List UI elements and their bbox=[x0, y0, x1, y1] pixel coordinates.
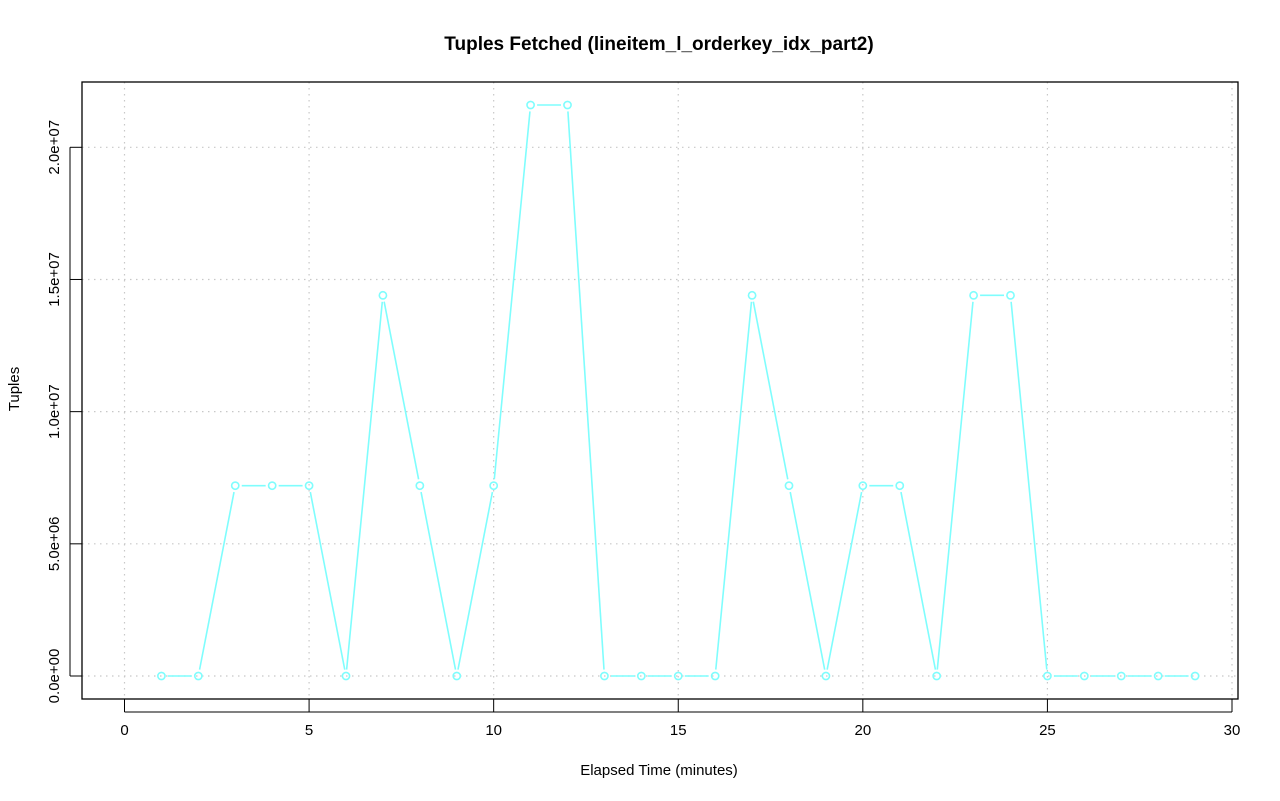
data-point bbox=[932, 671, 942, 681]
data-point bbox=[821, 671, 831, 681]
data-point bbox=[895, 481, 905, 491]
y-tick-label: 2.0e+07 bbox=[46, 120, 63, 175]
series-line-segment bbox=[383, 301, 420, 480]
series-line-segment bbox=[198, 491, 235, 670]
series-line-segment bbox=[567, 111, 605, 670]
series-line-segment bbox=[936, 301, 974, 670]
data-point bbox=[341, 671, 351, 681]
data-series bbox=[157, 100, 1200, 681]
x-axis: 0 5 10 15 20 25 30 bbox=[120, 699, 1240, 739]
data-point bbox=[157, 671, 166, 681]
x-tick-label: 25 bbox=[1039, 722, 1056, 739]
data-point bbox=[489, 481, 499, 491]
data-point bbox=[784, 481, 794, 491]
data-point bbox=[1153, 671, 1163, 681]
data-point bbox=[1116, 671, 1126, 681]
data-point bbox=[378, 290, 388, 300]
series-line-segment bbox=[752, 301, 789, 480]
series-line-segment bbox=[420, 491, 457, 670]
y-axis: 0.0e+00 5.0e+06 1.0e+07 1.5e+07 2.0e+07 bbox=[46, 120, 82, 703]
data-point bbox=[193, 671, 203, 681]
chart-title: Tuples Fetched (lineitem_l_orderkey_idx_… bbox=[444, 34, 873, 55]
series-line-segment bbox=[789, 491, 826, 670]
y-tick-label: 5.0e+06 bbox=[46, 517, 63, 572]
grid bbox=[82, 82, 1238, 699]
data-point bbox=[858, 481, 868, 491]
data-point bbox=[636, 671, 646, 681]
data-point bbox=[563, 100, 572, 110]
x-tick-label: 15 bbox=[670, 722, 687, 739]
series-line-segment bbox=[826, 491, 863, 670]
series-line-segment bbox=[714, 301, 753, 670]
series-line-segment bbox=[309, 491, 346, 670]
data-point bbox=[747, 290, 757, 300]
data-point bbox=[452, 671, 462, 681]
data-point bbox=[230, 481, 240, 491]
x-tick-label: 20 bbox=[854, 722, 871, 739]
data-point bbox=[267, 481, 277, 491]
data-point bbox=[1079, 671, 1089, 681]
x-tick-label: 10 bbox=[485, 722, 502, 739]
data-point bbox=[415, 481, 425, 491]
y-tick-label: 1.0e+07 bbox=[46, 384, 63, 439]
y-axis-label: Tuples bbox=[6, 367, 23, 411]
x-axis-label: Elapsed Time (minutes) bbox=[580, 762, 738, 779]
x-tick-label: 0 bbox=[120, 722, 128, 739]
data-point bbox=[710, 671, 720, 681]
x-tick-label: 30 bbox=[1224, 722, 1241, 739]
plot-frame bbox=[81, 81, 1239, 700]
data-point bbox=[304, 481, 314, 491]
series-line-segment bbox=[493, 111, 531, 480]
x-tick-label: 5 bbox=[305, 722, 313, 739]
series-line-segment bbox=[1010, 301, 1048, 670]
data-point bbox=[1006, 290, 1015, 300]
data-point bbox=[969, 290, 978, 300]
data-point bbox=[600, 671, 609, 681]
data-point bbox=[526, 100, 535, 110]
series-line-segment bbox=[900, 491, 937, 670]
y-tick-label: 1.5e+07 bbox=[46, 252, 63, 307]
y-tick-label: 0.0e+00 bbox=[46, 649, 63, 704]
data-point bbox=[1043, 671, 1052, 681]
series-line-segment bbox=[345, 301, 384, 670]
series-line-segment bbox=[457, 491, 494, 670]
data-point bbox=[1190, 671, 1200, 681]
data-point bbox=[673, 671, 683, 681]
